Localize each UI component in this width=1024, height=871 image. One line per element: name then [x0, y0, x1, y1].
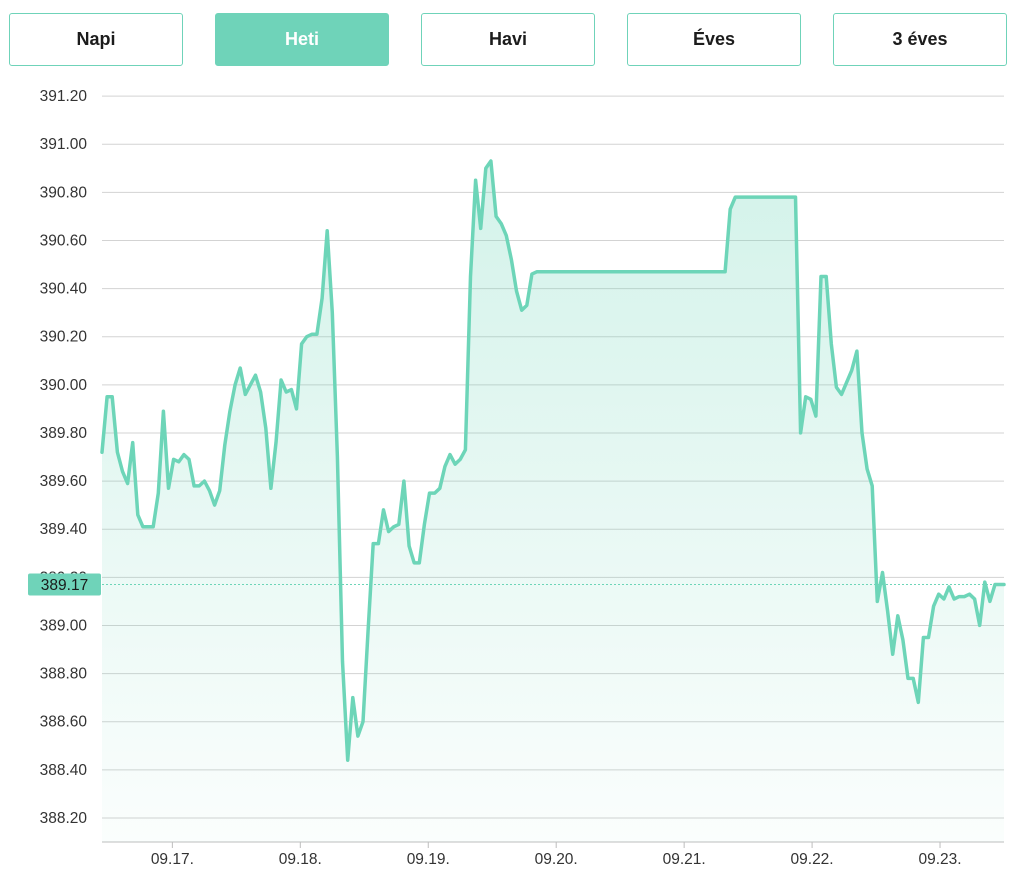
- area-fill: [102, 161, 1004, 842]
- y-tick-label: 389.60: [40, 473, 88, 490]
- period-tabs: Napi Heti Havi Éves 3 éves: [9, 13, 1007, 66]
- x-tick-label: 09.19.: [407, 851, 450, 868]
- tab-havi[interactable]: Havi: [421, 13, 595, 66]
- y-tick-label: 388.40: [40, 762, 88, 779]
- y-tick-label: 388.60: [40, 714, 88, 731]
- y-axis-ticks: 388.20388.40388.60388.80389.00389.20389.…: [40, 88, 88, 827]
- tab-heti[interactable]: Heti: [215, 13, 389, 66]
- x-tick-label: 09.17.: [151, 851, 194, 868]
- x-tick-label: 09.20.: [535, 851, 578, 868]
- y-tick-label: 390.20: [40, 329, 88, 346]
- y-tick-label: 391.00: [40, 136, 88, 153]
- tab-eves[interactable]: Éves: [627, 13, 801, 66]
- y-tick-label: 390.80: [40, 184, 88, 201]
- y-tick-label: 390.60: [40, 232, 88, 249]
- x-axis-ticks: 09.17. 09.18. 09.19. 09.20. 09.21. 09.22. 09.2…: [151, 842, 962, 868]
- y-tick-label: 388.80: [40, 666, 88, 683]
- y-tick-label: 391.20: [40, 88, 88, 105]
- current-value-badge-bg: [28, 573, 101, 596]
- y-tick-label: 390.40: [40, 281, 88, 298]
- y-tick-label: 388.20: [40, 810, 88, 827]
- y-tick-label: 390.00: [40, 377, 88, 394]
- tab-3-eves[interactable]: 3 éves: [833, 13, 1007, 66]
- x-tick-label: 09.18.: [279, 851, 322, 868]
- x-tick-label: 09.23.: [918, 851, 961, 868]
- y-tick-label: 389.00: [40, 617, 88, 634]
- current-value-badge: 389.17: [28, 573, 101, 596]
- y-tick-label: 389.80: [40, 425, 88, 442]
- series-line: [100, 159, 1006, 762]
- current-value-label: 389.17: [41, 577, 88, 594]
- x-tick-label: 09.22.: [791, 851, 834, 868]
- tab-napi[interactable]: Napi: [9, 13, 183, 66]
- y-tick-label: 389.40: [40, 521, 88, 538]
- x-tick-label: 09.21.: [663, 851, 706, 868]
